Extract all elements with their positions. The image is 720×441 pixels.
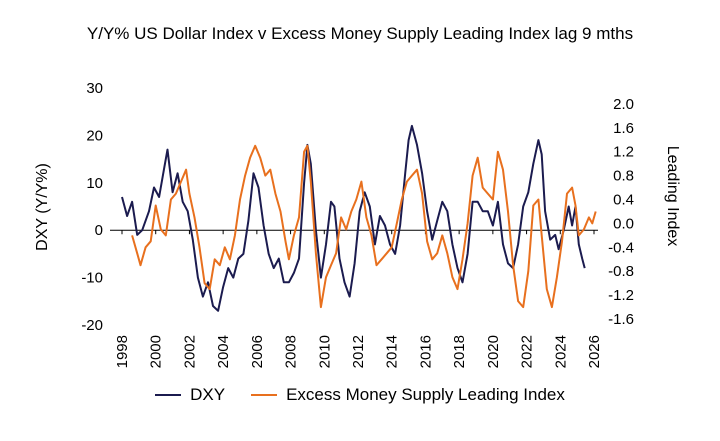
y2-tick-label: -0.8 bbox=[608, 263, 634, 280]
x-tick-label: 2016 bbox=[417, 335, 434, 368]
legend: DXY Excess Money Supply Leading Index bbox=[0, 385, 720, 405]
y-tick-label: -20 bbox=[81, 317, 103, 334]
x-tick-label: 2026 bbox=[586, 335, 603, 368]
y-tick-label: -10 bbox=[81, 270, 103, 287]
chart-title: Y/Y% US Dollar Index v Excess Money Supp… bbox=[86, 24, 634, 43]
y-tick-label: 20 bbox=[86, 127, 103, 144]
y2-axis-title: Leading Index bbox=[664, 146, 681, 247]
x-tick-label: 1998 bbox=[114, 335, 131, 368]
y2-tick-label: 0.0 bbox=[613, 215, 634, 232]
x-tick-label: 2006 bbox=[249, 335, 266, 368]
y2-tick-label: 0.4 bbox=[613, 192, 634, 209]
series-layer bbox=[121, 124, 597, 312]
legend-swatch bbox=[251, 394, 278, 396]
y-tick-label: 0 bbox=[95, 222, 103, 239]
x-tick-label: 2012 bbox=[350, 335, 367, 368]
y2-tick-label: 1.6 bbox=[613, 120, 634, 137]
y2-tick-label: 0.8 bbox=[613, 168, 634, 185]
series-line-excess-money-supply bbox=[131, 144, 597, 309]
series-line-dxy bbox=[121, 124, 586, 312]
legend-label: Excess Money Supply Leading Index bbox=[286, 385, 565, 404]
y2-tick-label: -1.2 bbox=[608, 287, 634, 304]
legend-swatch bbox=[155, 394, 182, 396]
x-tick-label: 2002 bbox=[181, 335, 198, 368]
y-tick-label: 10 bbox=[86, 175, 103, 192]
x-tick-label: 2010 bbox=[316, 335, 333, 368]
y2-tick-label: 2.0 bbox=[613, 96, 634, 113]
y2-tick-label: -0.4 bbox=[608, 239, 634, 256]
x-tick-label: 2014 bbox=[384, 335, 401, 368]
right-axis-ticks: 2.0 1.6 1.2 0.8 0.4 0.0 -0.4 -0.8 -1.2 -1.6 bbox=[608, 96, 634, 328]
legend-label: DXY bbox=[190, 385, 226, 404]
x-tick-label: 2020 bbox=[485, 335, 502, 368]
y2-tick-label: -1.6 bbox=[608, 311, 634, 328]
y-tick-label: 30 bbox=[86, 80, 103, 97]
x-tick-label: 2022 bbox=[519, 335, 536, 368]
x-tick-label: 2004 bbox=[215, 335, 232, 368]
y2-tick-label: 1.2 bbox=[613, 144, 634, 161]
x-axis-ticks: 1998 2000 2002 2004 2006 2008 2010 2012 2014 2016… bbox=[114, 230, 603, 368]
x-tick-label: 2008 bbox=[283, 335, 300, 368]
legend-item: Excess Money Supply Leading Index bbox=[251, 385, 565, 405]
legend-item: DXY bbox=[155, 385, 225, 405]
x-tick-label: 2024 bbox=[552, 335, 569, 368]
left-axis-ticks: 30 20 10 0 -10 -20 bbox=[81, 80, 103, 334]
y-axis-title: DXY (Y/Y%) bbox=[34, 163, 51, 251]
x-tick-label: 2018 bbox=[451, 335, 468, 368]
x-tick-label: 2000 bbox=[148, 335, 165, 368]
